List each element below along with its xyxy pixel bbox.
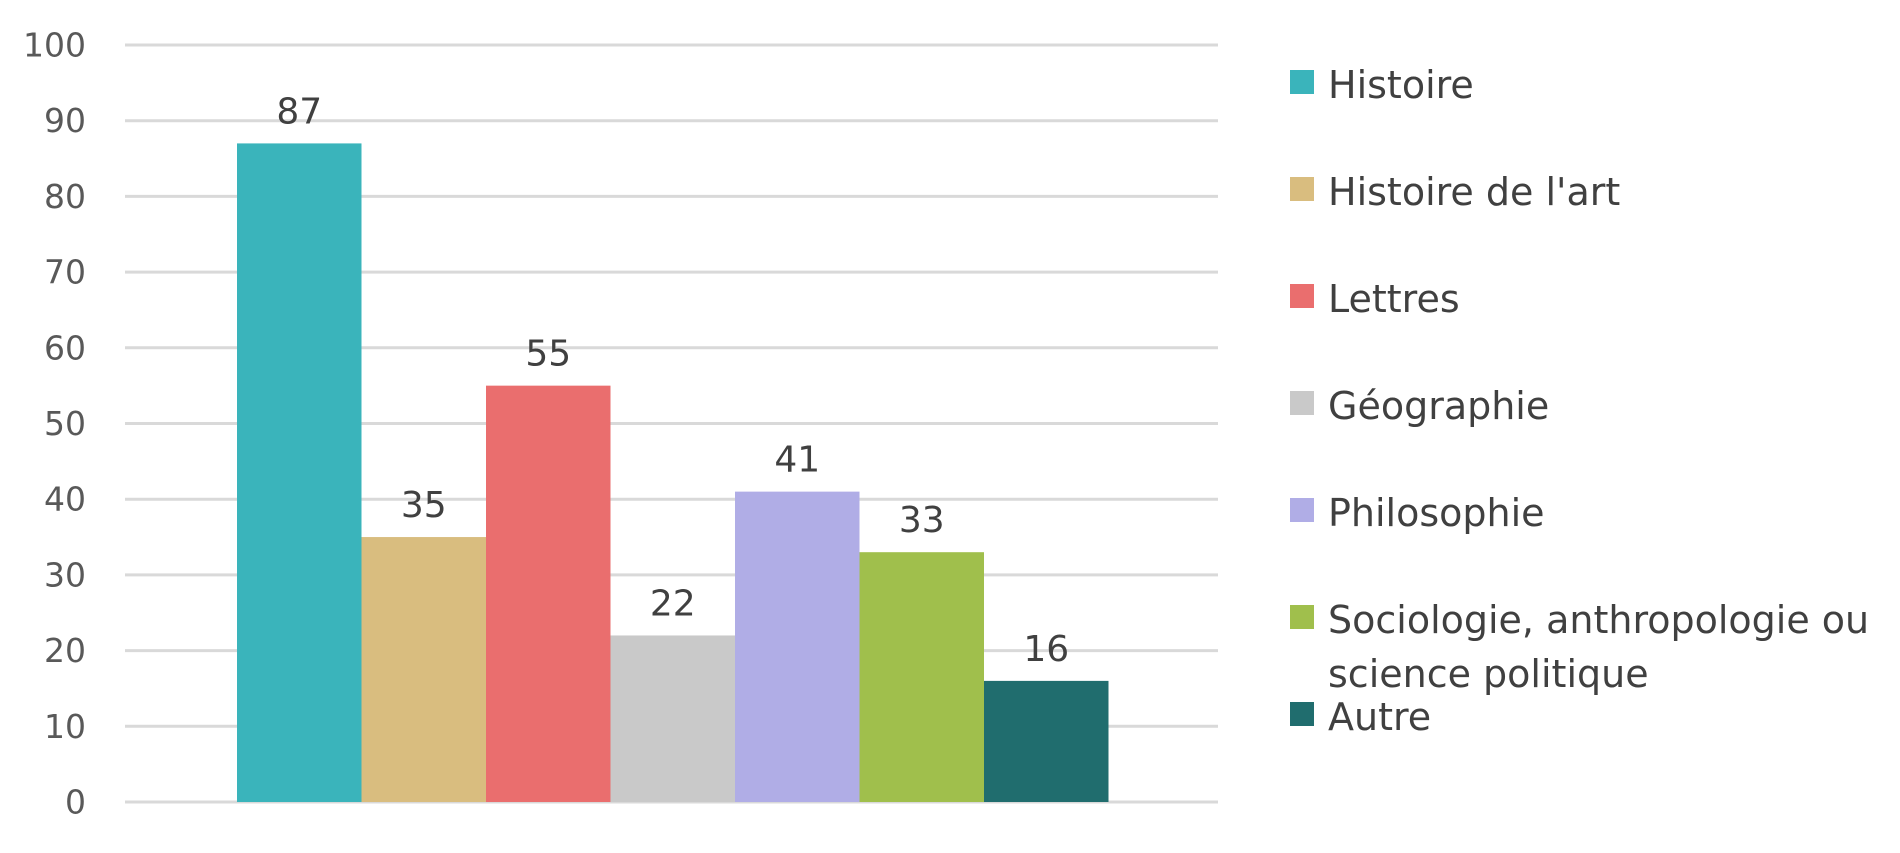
bar (610, 635, 735, 802)
legend-swatch (1290, 498, 1314, 522)
data-label: 87 (276, 91, 322, 132)
legend-label: Lettres (1328, 277, 1460, 321)
y-tick-label: 60 (44, 328, 86, 367)
bar (361, 537, 486, 802)
data-label: 16 (1023, 629, 1069, 670)
data-labels: 87 35 55 22 41 33 16 (276, 91, 1069, 669)
bar-chart: 0 10 20 30 40 50 60 70 80 90 100 87 35 55 22 41 33 16 (23, 26, 1218, 822)
legend-swatch (1290, 702, 1314, 726)
legend-item: Histoire (1290, 58, 1474, 112)
legend-swatch (1290, 284, 1314, 308)
y-tick-label: 0 (65, 783, 86, 822)
data-label: 22 (650, 583, 696, 624)
data-label: 41 (774, 440, 820, 481)
legend-label: Philosophie (1328, 491, 1545, 535)
legend-label: Autre (1328, 695, 1432, 739)
data-label: 55 (525, 334, 571, 375)
bar (486, 385, 611, 802)
bar (237, 143, 362, 802)
y-tick-label: 100 (23, 26, 86, 65)
y-tick-label: 70 (44, 253, 86, 292)
y-tick-label: 80 (44, 177, 86, 216)
legend-item: Lettres (1290, 272, 1460, 326)
legend-item: Philosophie (1290, 486, 1545, 540)
y-axis: 0 10 20 30 40 50 60 70 80 90 100 (23, 26, 1218, 822)
legend-item: Géographie (1290, 379, 1549, 433)
bar (735, 491, 860, 802)
bar (984, 680, 1109, 802)
y-tick-label: 20 (44, 631, 86, 670)
legend-label: Sociologie, anthropologie ou science pol… (1328, 598, 1870, 696)
data-label: 35 (401, 485, 447, 526)
legend-item: Sociologie, anthropologie ou science pol… (1290, 593, 1890, 701)
bars (237, 143, 1109, 802)
legend-item: Autre (1290, 690, 1431, 744)
legend-item: Histoire de l'art (1290, 165, 1620, 219)
bar (859, 552, 984, 802)
y-tick-label: 50 (44, 404, 86, 443)
legend-swatch (1290, 391, 1314, 415)
legend-swatch (1290, 177, 1314, 201)
y-tick-label: 90 (44, 101, 86, 140)
legend-label: Histoire de l'art (1328, 170, 1621, 214)
legend-label: Géographie (1328, 384, 1550, 428)
y-tick-label: 40 (44, 480, 86, 519)
y-tick-label: 30 (44, 555, 86, 594)
legend-swatch (1290, 605, 1314, 629)
data-label: 33 (899, 500, 945, 541)
y-tick-label: 10 (44, 707, 86, 746)
legend-swatch (1290, 70, 1314, 94)
legend-label: Histoire (1328, 63, 1474, 107)
